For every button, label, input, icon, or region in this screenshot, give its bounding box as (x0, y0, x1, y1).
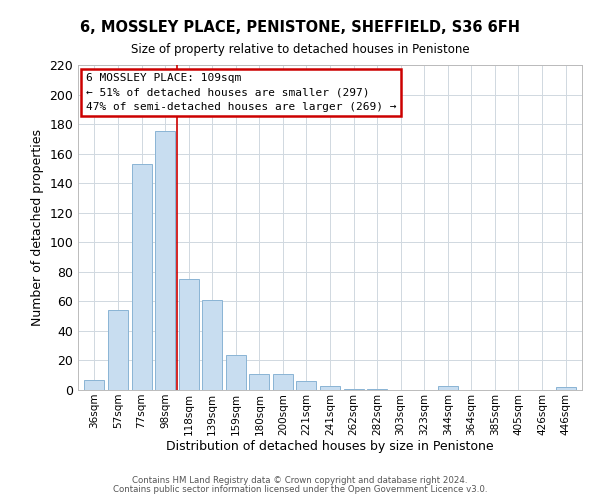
Bar (202, 300, 222, 390)
Bar (296, 381, 316, 390)
Bar (108, 310, 128, 390)
Bar (367, 388, 387, 390)
Y-axis label: Number of detached properties: Number of detached properties (31, 129, 44, 326)
Bar (273, 374, 293, 390)
Bar (226, 354, 246, 390)
Bar (131, 164, 152, 390)
Bar (556, 387, 575, 390)
Bar (250, 374, 269, 390)
Bar (85, 380, 104, 390)
Bar (344, 388, 364, 390)
Text: 6 MOSSLEY PLACE: 109sqm
← 51% of detached houses are smaller (297)
47% of semi-d: 6 MOSSLEY PLACE: 109sqm ← 51% of detache… (86, 73, 396, 112)
Text: 6, MOSSLEY PLACE, PENISTONE, SHEFFIELD, S36 6FH: 6, MOSSLEY PLACE, PENISTONE, SHEFFIELD, … (80, 20, 520, 35)
Text: Contains HM Land Registry data © Crown copyright and database right 2024.: Contains HM Land Registry data © Crown c… (132, 476, 468, 485)
X-axis label: Distribution of detached houses by size in Penistone: Distribution of detached houses by size … (166, 440, 494, 454)
Bar (320, 386, 340, 390)
Bar (179, 279, 199, 390)
Text: Size of property relative to detached houses in Penistone: Size of property relative to detached ho… (131, 42, 469, 56)
Bar (155, 132, 175, 390)
Bar (438, 386, 458, 390)
Text: Contains public sector information licensed under the Open Government Licence v3: Contains public sector information licen… (113, 485, 487, 494)
